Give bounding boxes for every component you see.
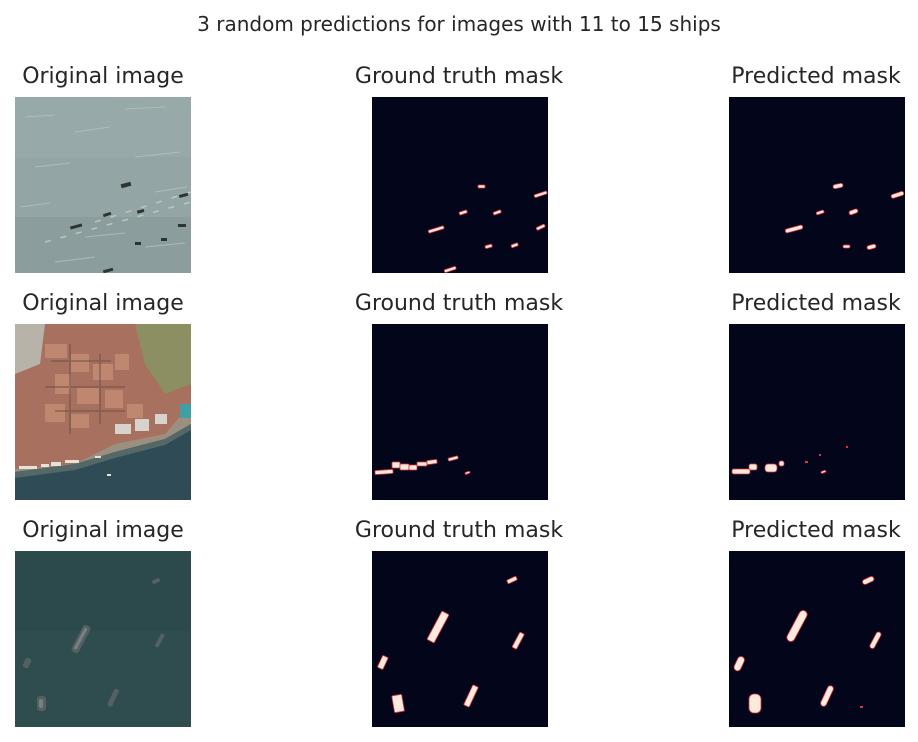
row3-ground-truth-mask [372,551,548,727]
row1-predicted-title: Predicted mask [731,64,901,89]
row1-ground-truth-title: Ground truth mask [354,64,564,89]
row1-original-title: Original image [22,64,184,89]
figure-title: 3 random predictions for images with 11 … [197,12,721,36]
row3-predicted-mask [729,551,905,727]
row2-predicted-mask [729,324,905,500]
row2-original-title: Original image [22,291,184,316]
row3-original-image [15,551,191,727]
row2-predicted-title: Predicted mask [731,291,901,316]
row2-original-image [15,324,191,500]
row2-ground-truth-title: Ground truth mask [354,291,564,316]
row1-predicted-mask [729,97,905,273]
row2-ground-truth-mask [372,324,548,500]
row3-predicted-title: Predicted mask [731,518,901,543]
row3-ground-truth-title: Ground truth mask [354,518,564,543]
row3-original-title: Original image [22,518,184,543]
row1-original-image [15,97,191,273]
row1-ground-truth-mask [372,97,548,273]
